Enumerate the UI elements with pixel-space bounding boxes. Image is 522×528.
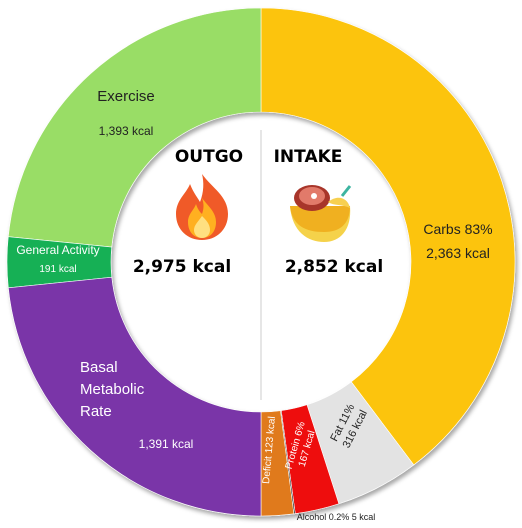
fire-icon (176, 174, 228, 240)
donut-slices (6, 7, 516, 517)
label-alcohol: Alcohol 0.2% 5 kcal (297, 512, 376, 522)
label-general-activity: General Activity (16, 243, 99, 257)
slice-carbs (260, 7, 516, 466)
value-bmr: 1,391 kcal (139, 437, 194, 451)
food-plate-icon (290, 185, 352, 242)
value-exercise: 1,393 kcal (99, 124, 154, 138)
intake-title: INTAKE (274, 147, 343, 167)
slice-exercise (7, 7, 262, 248)
slice-general-activity (6, 236, 113, 289)
label-bmr-line3: Rate (80, 403, 112, 420)
value-general-activity: 191 kcal (39, 264, 76, 275)
outgo-title: OUTGO (175, 147, 243, 167)
label-bmr-line1: Basal (80, 359, 118, 376)
value-carbs: 2,363 kcal (426, 245, 490, 261)
label-exercise: Exercise (97, 88, 155, 105)
intake-total: 2,852 kcal (285, 257, 383, 277)
outgo-total: 2,975 kcal (133, 257, 231, 277)
slice-basal-metabolic-rate (7, 276, 262, 517)
label-bmr-line2: Metabolic (80, 381, 145, 398)
label-carbs: Carbs 83% (423, 221, 492, 237)
